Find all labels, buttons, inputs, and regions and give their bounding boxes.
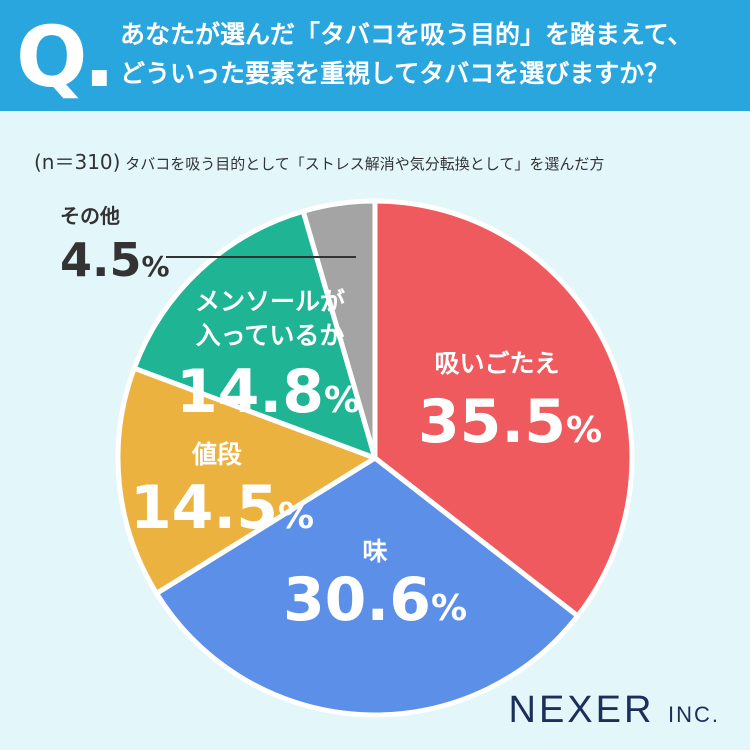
pie-slices <box>115 198 635 718</box>
slice-aji-label-line-1: 味 <box>362 537 387 566</box>
slice-nedan-value-label: 14.5% <box>130 473 314 543</box>
slice-aji-value-label: 30.6% <box>283 565 467 635</box>
slice-suigotae <box>372 198 635 619</box>
slice-menthol-value-unit: % <box>324 380 360 421</box>
slice-nedan-value-number: 14.5 <box>130 473 278 543</box>
slice-aji-value-number: 30.6 <box>283 565 431 635</box>
slice-menthol-value-label: 14.8% <box>176 357 360 427</box>
header-banner: Q. あなたが選んだ「タバコを吸う目的」を踏まえて、 どういった要素を重視してタ… <box>0 0 750 111</box>
chart-subtitle: (n＝310) タバコを吸う目的として「ストレス解消や気分転換として」を選んだ方 <box>34 146 604 175</box>
question-text-line-1: あなたが選んだ「タバコを吸う目的」を踏まえて、 <box>120 20 693 49</box>
slice-menthol-value-number: 14.8 <box>176 357 324 427</box>
slice-aji <box>154 455 581 718</box>
question-mark-label: Q. <box>16 8 115 106</box>
slice-suigotae-value-unit: % <box>566 410 602 451</box>
slice-suigotae-value-label: 35.5% <box>418 387 602 457</box>
slice-menthol <box>131 208 378 461</box>
respondent-filter-text: タバコを吸う目的として「ストレス解消や気分転換として」を選んだ方 <box>125 155 605 173</box>
slice-other <box>300 198 378 461</box>
slice-menthol-label-line-1: メンソールが <box>195 287 345 316</box>
question-text-line-2: どういった要素を重視してタバコを選びますか？ <box>120 59 670 88</box>
slice-menthol-label-line-2: 入っているか <box>196 321 345 350</box>
slice-nedan <box>115 365 378 596</box>
sample-size-label: (n＝310) <box>34 150 121 174</box>
logo-main-text: NEXER <box>508 689 655 731</box>
slice-suigotae-value-number: 35.5 <box>418 387 566 457</box>
slice-other-value-unit: % <box>142 250 170 283</box>
slice-nedan-value-unit: % <box>278 496 314 537</box>
slice-other-label-line-1: その他 <box>60 204 120 228</box>
logo-small-text: INC. <box>668 702 720 727</box>
slice-nedan-label-line-1: 値段 <box>191 440 242 469</box>
slice-suigotae-label-line-1: 吸いごたえ <box>434 349 559 378</box>
slice-aji-value-unit: % <box>431 588 467 629</box>
nexer-logo: NEXER INC. <box>509 689 720 732</box>
slice-other-value-number: 4.5 <box>60 233 142 287</box>
slice-other-value-label: 4.5% <box>60 233 170 287</box>
